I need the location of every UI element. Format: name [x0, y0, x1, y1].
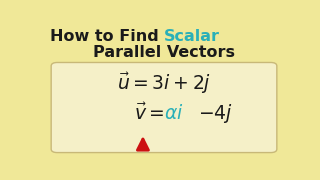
- Text: Parallel Vectors: Parallel Vectors: [93, 45, 235, 60]
- Text: Scalar: Scalar: [164, 29, 220, 44]
- Text: $\vec{v} = $: $\vec{v} = $: [133, 103, 164, 124]
- FancyBboxPatch shape: [51, 62, 277, 153]
- Text: $- 4j$: $- 4j$: [198, 102, 233, 125]
- Text: $\alpha i$: $\alpha i$: [164, 104, 183, 123]
- Text: $\vec{u} = 3i + 2j$: $\vec{u} = 3i + 2j$: [117, 71, 211, 96]
- Text: How to Find: How to Find: [50, 29, 164, 44]
